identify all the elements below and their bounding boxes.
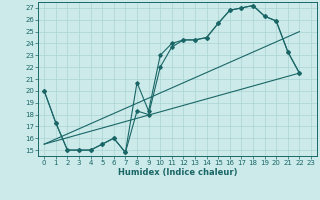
X-axis label: Humidex (Indice chaleur): Humidex (Indice chaleur) xyxy=(118,168,237,177)
